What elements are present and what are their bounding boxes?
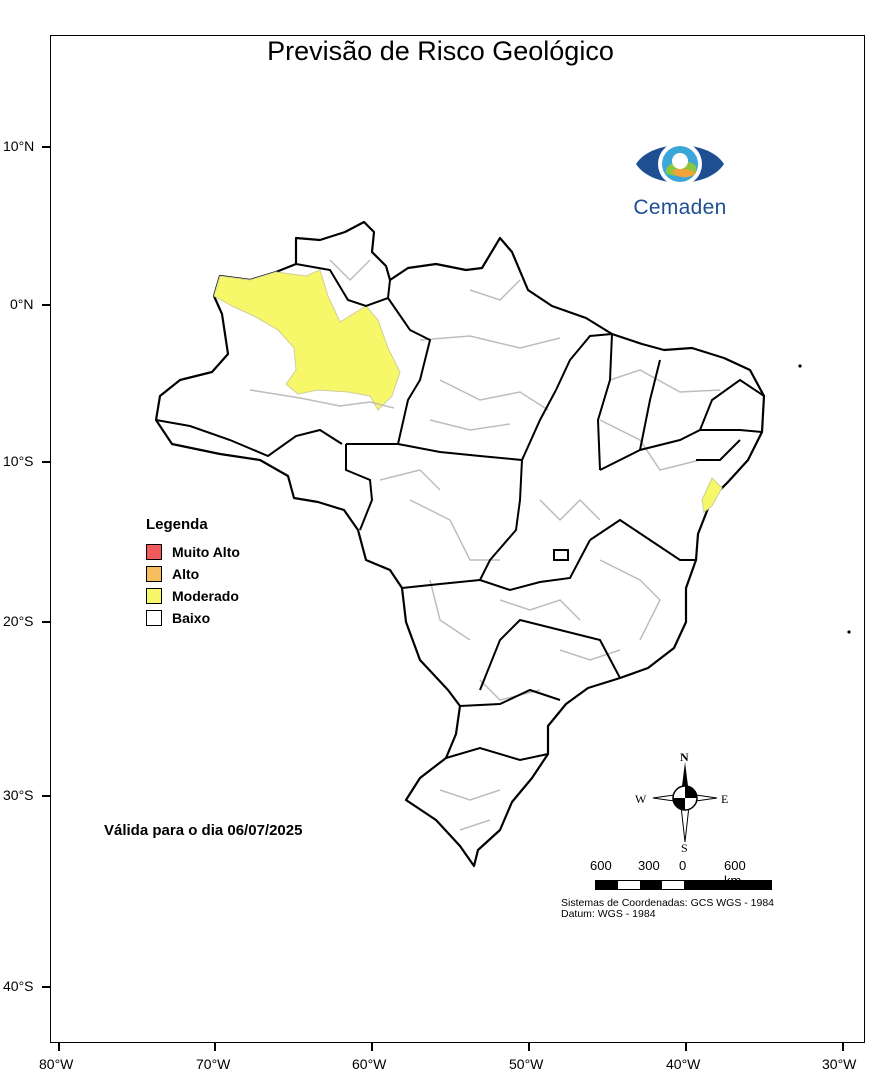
legend-item-baixo: Baixo [146,607,240,629]
lat-tick [42,986,50,988]
lon-label-70w: 70°W [196,1056,231,1072]
lon-tick [842,1043,844,1051]
compass-rose: N S W E [633,750,733,857]
coordinate-info: Sistemas de Coordenadas: GCS WGS - 1984 … [561,898,774,920]
legend-swatch [146,610,162,626]
lon-label-80w: 80°W [39,1056,74,1072]
legend-swatch [146,544,162,560]
lat-tick [42,304,50,306]
scale-label: 600 [590,858,612,873]
scale-label: 300 [638,858,660,873]
legend-swatch [146,588,162,604]
eye-logo-icon [636,142,724,186]
lat-label-20s: 20°S [3,613,34,629]
lon-tick [685,1043,687,1051]
lon-tick [528,1043,530,1051]
lat-label-10n: 10°N [3,138,35,154]
lon-label-50w: 50°W [509,1056,544,1072]
lat-label-10s: 10°S [3,453,34,469]
lon-tick [214,1043,216,1051]
legend-title: Legenda [146,516,208,533]
lon-tick [371,1043,373,1051]
map-title: Previsão de Risco Geológico [267,36,614,66]
legend-item-muito-alto: Muito Alto [146,541,240,563]
coordinate-system: Sistemas de Coordenadas: GCS WGS - 1984 [561,897,775,909]
lat-tick [42,795,50,797]
legend-swatch [146,566,162,582]
legend-label: Muito Alto [172,544,240,560]
island-marker [798,364,802,368]
lat-label-0n: 0°N [10,296,34,312]
legend: Legenda Muito Alto Alto Moderado Baixo [146,516,240,629]
compass-e: E [721,792,728,806]
lon-label-40w: 40°W [666,1056,701,1072]
scale-bar-graphic [595,880,772,890]
datum: Datum: WGS - 1984 [561,908,656,920]
lon-label-60w: 60°W [352,1056,387,1072]
compass-w: W [635,792,647,806]
compass-s: S [681,841,688,852]
moderate-risk-region-coast [701,477,723,513]
scale-label: 0 [679,858,687,873]
lat-tick [42,621,50,623]
map-frame [50,35,865,1043]
lat-label-40s: 40°S [3,978,34,994]
legend-item-alto: Alto [146,563,240,585]
municipal-boundaries [249,259,721,831]
lon-tick [58,1043,60,1051]
lat-tick [42,146,50,148]
cemaden-logo: Cemaden [620,133,740,220]
compass-icon: N S W E [635,750,728,855]
legend-item-moderado: Moderado [146,585,240,607]
lon-label-30w: 30°W [822,1056,857,1072]
logo-text: Cemaden [633,196,727,219]
lat-label-30s: 30°S [3,787,34,803]
validity-date: Válida para o dia 06/07/2025 [104,822,303,839]
lat-tick [42,461,50,463]
moderate-risk-region-amazonas [213,269,401,411]
state-boundaries [155,263,765,762]
legend-label: Alto [172,566,200,582]
island-marker [847,630,851,634]
legend-label: Baixo [172,610,211,626]
legend-label: Moderado [172,588,239,604]
compass-n: N [680,752,689,764]
